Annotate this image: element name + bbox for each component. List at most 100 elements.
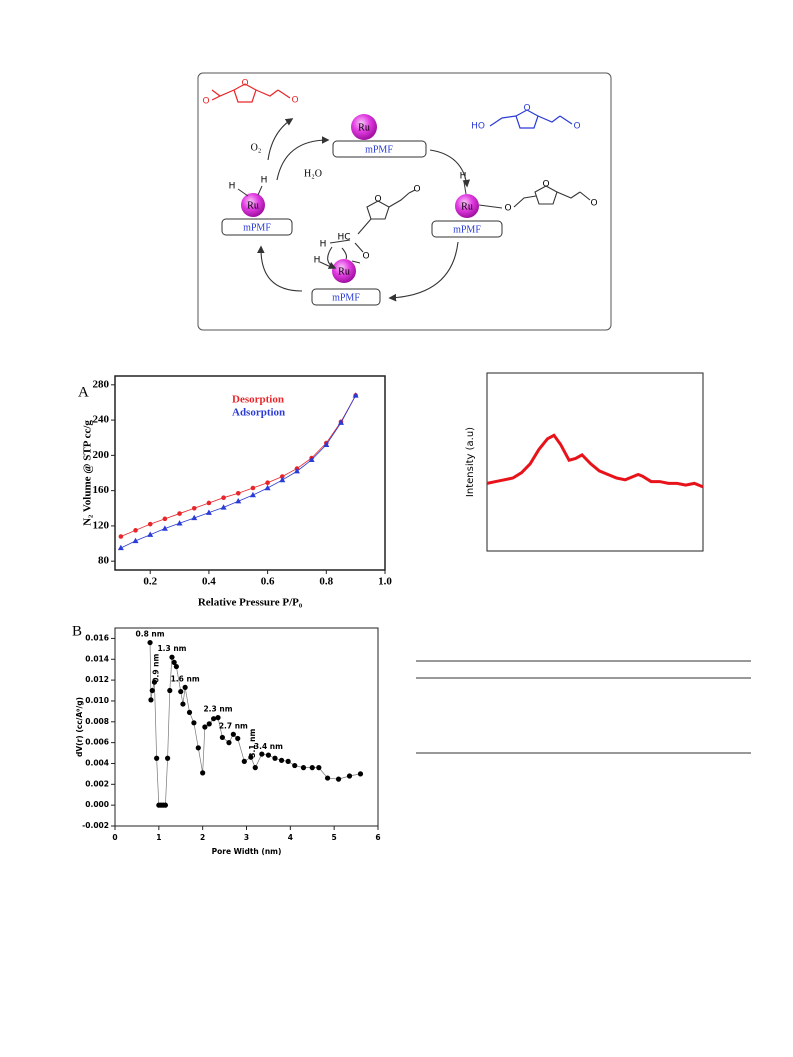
cycle-arrows — [257, 118, 471, 302]
x-tick-label: 4 — [288, 833, 293, 842]
plot-frame — [486, 372, 704, 552]
data-point — [180, 701, 186, 707]
alkoxide-molecule — [478, 185, 591, 209]
data-point — [206, 721, 212, 727]
dialdehyde-molecule — [211, 83, 291, 103]
x-tick-label: 0.8 — [319, 576, 333, 588]
y-tick-label: 0.014 — [85, 654, 109, 663]
data-point — [177, 511, 182, 516]
data-point — [186, 709, 193, 716]
x-tick-label: 0 — [112, 833, 117, 842]
scheme-frame — [197, 72, 612, 331]
data-point — [221, 495, 226, 500]
bond — [237, 188, 249, 197]
support-box — [332, 140, 427, 158]
data-point — [154, 755, 160, 761]
data-point — [292, 762, 298, 769]
x-tick-label: 1.0 — [378, 576, 392, 588]
atom-label: H — [229, 182, 236, 192]
y-tick-label: 280 — [93, 378, 110, 390]
annotation: 3.1 nm — [248, 729, 257, 758]
hmf-molecule — [489, 109, 573, 129]
y-tick-label: 0.010 — [85, 696, 109, 705]
data-point — [133, 528, 138, 533]
data-point — [265, 752, 272, 758]
data-point — [161, 525, 168, 531]
atom-label: O — [362, 252, 369, 262]
y-tick-label: 0.006 — [85, 738, 109, 747]
annotation: 2.7 nm — [219, 721, 248, 730]
data-point — [206, 500, 212, 506]
data-point — [316, 765, 322, 771]
data-point — [151, 679, 158, 685]
data-point — [265, 480, 270, 486]
data-point — [323, 441, 330, 447]
data-point — [235, 735, 241, 742]
atom-label: H — [320, 240, 327, 250]
support-label: mPMF — [453, 224, 481, 235]
data-point — [235, 490, 241, 496]
data-point — [219, 734, 225, 741]
chart: 0 1 2 3 4 5 6 -0.002 0.000 0.002 0.004 0.006 0.008 0.… — [72, 623, 381, 856]
data-point — [337, 419, 344, 425]
data-point — [226, 740, 232, 746]
data-point — [346, 773, 353, 779]
support-label: mPMF — [332, 292, 360, 303]
y-tick-label: 240 — [93, 414, 110, 426]
panel-label: B — [72, 623, 82, 639]
data-point — [202, 724, 208, 730]
atom-label: HO — [471, 122, 485, 132]
data-point — [241, 758, 247, 764]
data-point — [182, 684, 188, 691]
atom-label: O — [241, 79, 248, 89]
data-point — [264, 484, 271, 491]
chart: Intensity (a.u) — [465, 372, 704, 552]
x-axis-label: Relative Pressure P/P₀ — [198, 597, 303, 609]
x-tick-label: 5 — [332, 833, 337, 842]
x-tick-label: 2 — [200, 833, 205, 842]
data-point — [285, 758, 291, 764]
data-point — [220, 504, 227, 510]
data-point — [147, 531, 154, 537]
data-point — [191, 514, 198, 521]
data-point — [200, 770, 206, 776]
atom-label: H — [460, 172, 467, 182]
data-point — [309, 765, 315, 771]
data-point — [279, 474, 285, 479]
data-point — [176, 520, 183, 526]
data-point — [230, 731, 236, 737]
data-point — [293, 468, 300, 474]
y-tick-label: 0.016 — [85, 633, 109, 642]
data-point — [171, 659, 177, 665]
data-point — [162, 516, 168, 522]
atom-label: H — [261, 176, 268, 186]
legend-entry: Desorption — [232, 394, 284, 406]
data-point — [272, 755, 278, 761]
x-tick-label: 6 — [375, 833, 380, 842]
atom-label: O — [523, 104, 530, 114]
ru-label: Ru — [358, 122, 370, 133]
data-point — [147, 639, 153, 646]
data-point — [235, 498, 242, 504]
scheme: O O O HO O O Ru mPMF Ru H H mPMF Ru H O … — [197, 72, 612, 331]
data-point — [308, 456, 315, 462]
data-point — [259, 751, 265, 757]
x-tick-label: 0.6 — [261, 576, 275, 588]
support-label: mPMF — [243, 222, 271, 233]
data-point — [162, 802, 169, 808]
table — [416, 660, 751, 754]
atom-label: H — [314, 256, 321, 266]
legend-entry: Adsorption — [232, 407, 285, 419]
data-point — [117, 544, 124, 551]
y-tick-label: 80 — [98, 555, 110, 567]
panel-label: A — [78, 384, 89, 400]
data-point — [195, 745, 201, 751]
data-point — [178, 688, 184, 695]
data-point — [191, 720, 197, 726]
y-tick-label: 160 — [93, 484, 110, 496]
x-tick-label: 1 — [156, 833, 161, 842]
ru-sphere — [241, 193, 265, 217]
y-axis-label: Intensity (a.u) — [465, 427, 476, 497]
x-tick-label: 0.2 — [143, 576, 157, 588]
